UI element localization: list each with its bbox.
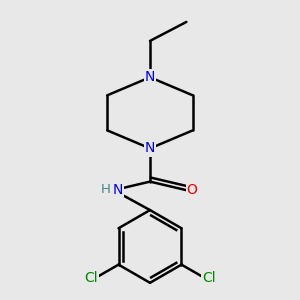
Text: N: N <box>145 70 155 84</box>
Text: H: H <box>101 183 111 196</box>
Text: N: N <box>112 183 123 197</box>
Text: O: O <box>187 183 197 197</box>
Text: N: N <box>145 141 155 155</box>
Text: Cl: Cl <box>84 271 98 285</box>
Text: Cl: Cl <box>202 271 216 285</box>
